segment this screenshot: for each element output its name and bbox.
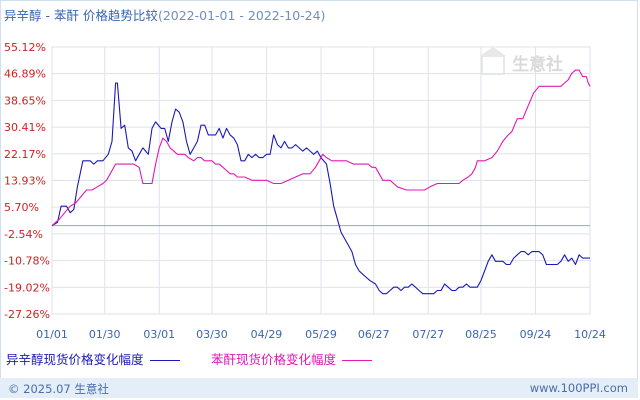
legend-item-series-2: 苯酐现货价格变化幅度 — [211, 349, 373, 368]
y-tick-label: -2.54% — [4, 228, 43, 241]
watermark-logo: 生意社 — [480, 47, 563, 75]
y-tick-label: 30.41% — [4, 121, 46, 134]
y-tick-label: 55.12% — [4, 41, 46, 54]
legend-label: 异辛醇现货价格变化幅度 — [6, 352, 144, 367]
x-tick-label: 10/24 — [574, 328, 606, 341]
x-tick-label: 03/30 — [196, 328, 228, 341]
watermark-roof-icon — [480, 47, 506, 56]
axes: 55.12% 46.89% 38.65% 30.41% 22.17% 13.93% 5.70… — [4, 41, 606, 341]
series-line-1 — [51, 82, 590, 295]
footer-site: www.100PPI.com — [529, 381, 628, 395]
y-tick-label: 5.70% — [4, 201, 39, 214]
y-tick-label: 38.65% — [4, 94, 46, 107]
y-tick-label: -27.26% — [4, 308, 50, 321]
y-tick-label: 22.17% — [4, 148, 46, 161]
x-tick-label: 01/30 — [89, 328, 121, 341]
y-tick-label: 13.93% — [4, 175, 46, 188]
title-text: 异辛醇 - 苯酐 价格趋势比较 — [4, 8, 158, 23]
grid — [51, 46, 591, 315]
series-layer — [51, 69, 591, 295]
legend-label: 苯酐现货价格变化幅度 — [211, 352, 337, 367]
y-tick-label: 46.89% — [4, 68, 46, 81]
date-range: (2022-01-01 - 2022-10-24) — [157, 8, 326, 23]
x-tick-label: 06/27 — [358, 328, 390, 341]
legend-swatch — [342, 360, 373, 361]
legend-item-series-1: 异辛醇现货价格变化幅度 — [6, 349, 180, 368]
series-line-2 — [51, 69, 591, 227]
legend-swatch — [149, 360, 180, 361]
x-tick-label: 07/27 — [412, 328, 444, 341]
x-tick-label: 04/29 — [251, 328, 283, 341]
watermark-text: 生意社 — [512, 54, 563, 75]
chart-title: 异辛醇 - 苯酐 价格趋势比较(2022-01-01 - 2022-10-24) — [4, 5, 325, 24]
footer-copyright: © 2025.07 生意社 — [8, 382, 109, 396]
x-tick-label: 03/01 — [143, 328, 175, 341]
x-tick-label: 08/25 — [465, 328, 497, 341]
y-tick-label: -19.02% — [4, 281, 50, 294]
x-tick-label: 09/24 — [520, 328, 552, 341]
footer: © 2025.07 生意社 www.100PPI.com — [0, 378, 638, 398]
x-tick-label: 05/29 — [305, 328, 337, 341]
y-tick-label: -10.78% — [4, 255, 50, 268]
x-tick-label: 01/01 — [36, 328, 68, 341]
